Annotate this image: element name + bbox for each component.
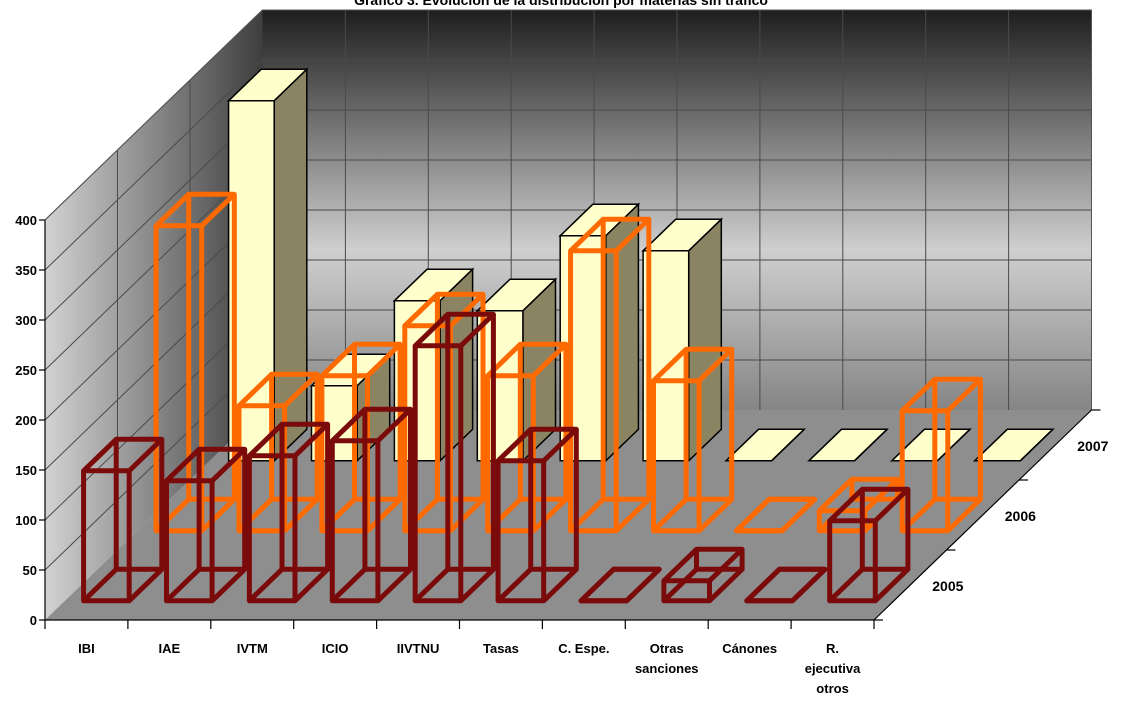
bar-2006-tasas — [568, 216, 652, 534]
bar-side — [687, 217, 723, 463]
bar-2005-tasas — [495, 426, 579, 604]
bar-edge-bottom — [236, 496, 320, 534]
x-tick-label: R. ejecutiva otros — [805, 641, 861, 696]
bar-2005-c-nones — [744, 566, 828, 604]
y-tick-label: 50 — [23, 563, 37, 578]
bar-edge-bottom — [827, 566, 911, 604]
bar-edge-top — [578, 566, 662, 604]
bar-2005-r-ejecutiva-otros — [827, 486, 911, 604]
y-tick-label: 150 — [15, 463, 37, 478]
bar-edge-bottom — [568, 496, 652, 534]
depth-axis-line — [873, 409, 1092, 621]
bar-2006-r-ejecutiva-otros — [899, 376, 983, 534]
bar-edge-bottom — [164, 566, 248, 604]
x-tick-label: Cánones — [722, 641, 777, 656]
bar-edge-bottom — [153, 496, 237, 534]
bar-2006-iivtnu — [485, 341, 569, 534]
bar-2007-r-ejecutiva-otros — [972, 428, 1055, 462]
y-tick-label: 250 — [15, 363, 37, 378]
bar-edge-bottom — [412, 566, 496, 604]
chart-labels: IBI IAE IVTM ICIO IIVTNU Tasas C. Espe. Otras sa… — [78, 438, 1108, 696]
depth-label: 2005 — [932, 578, 963, 594]
bar-2005-iivtnu — [412, 311, 496, 604]
depth-label: 2007 — [1077, 438, 1108, 454]
x-tick-label: C. Espe. — [558, 641, 609, 656]
bar-2005-ivtm — [246, 421, 331, 604]
bar-edge-bottom — [329, 566, 413, 604]
bar-edge-bottom — [495, 566, 579, 604]
bar-2006-otras-sanciones — [733, 496, 818, 534]
depth-label: 2006 — [1005, 508, 1036, 524]
bar-edge-bottom — [402, 496, 486, 534]
bar-front — [227, 100, 275, 462]
bar-edge-bottom — [81, 566, 165, 604]
bar-2007-otras-sanciones — [807, 428, 889, 462]
bar-2005-ibi — [81, 436, 165, 604]
bar-edge-bottom — [899, 496, 983, 534]
bar-side — [439, 267, 474, 463]
bar-edge-bottom — [485, 496, 569, 534]
x-tick-label: ICIO — [322, 641, 349, 656]
bar-2005-otras-sanciones — [661, 546, 745, 604]
bar-side — [1019, 428, 1054, 462]
y-tick-label: 350 — [15, 263, 37, 278]
bar-2007-c-espe- — [724, 428, 807, 462]
x-tick-label: Tasas — [483, 641, 519, 656]
bar-edge-top — [733, 496, 818, 534]
x-tick-label: IIVTNU — [397, 641, 440, 656]
bar-2005-iae — [163, 446, 248, 604]
y-tick-label: 0 — [30, 613, 37, 628]
bar-side — [853, 428, 888, 462]
y-tick-label: 300 — [15, 313, 37, 328]
bar-edge-bottom — [319, 496, 403, 534]
x-tick-label: Otras sanciones — [635, 641, 699, 676]
bar-edge-bottom — [651, 496, 735, 534]
wall-edge — [44, 9, 1092, 410]
bar-2007-ibi — [226, 67, 309, 463]
chart-axes: 0 50 100 150 200 250 300 350 400 — [15, 213, 1101, 629]
bar-2006-icio — [402, 291, 486, 534]
bar-side — [771, 428, 805, 462]
bar-2006-iae — [236, 371, 320, 534]
x-tick-label: IAE — [159, 641, 181, 656]
bar-edge-top — [744, 566, 828, 604]
x-tick-label: IBI — [78, 641, 95, 656]
chart-title: Gráfico 3. Evolución de la distribución … — [354, 0, 768, 8]
bar-2005-icio — [329, 406, 414, 604]
bar-2006-c-espe- — [650, 346, 735, 534]
y-tick-label: 200 — [15, 413, 37, 428]
y-tick-label: 400 — [15, 213, 37, 228]
x-tick-label: IVTM — [237, 641, 268, 656]
chart-bars — [81, 67, 1055, 604]
y-tick-label: 100 — [15, 513, 37, 528]
bar-2005-c-espe- — [578, 566, 662, 604]
bar-edge-bottom — [246, 566, 331, 604]
